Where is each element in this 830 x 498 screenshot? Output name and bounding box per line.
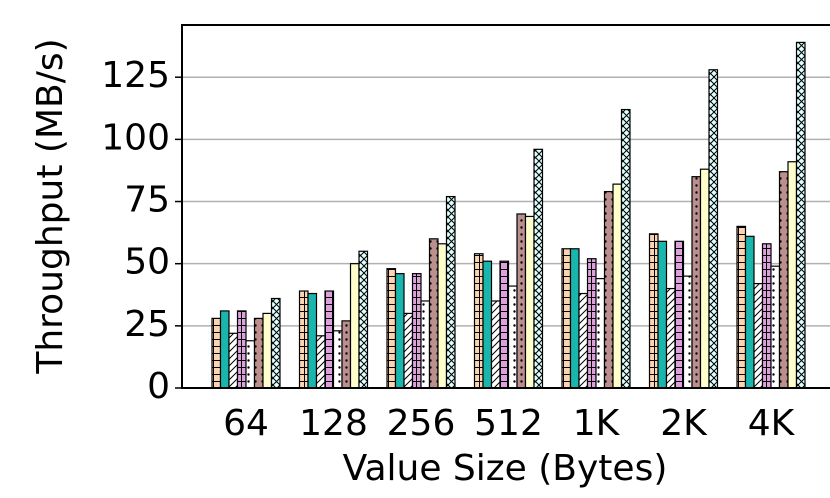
bar xyxy=(219,310,230,389)
bar xyxy=(691,176,702,389)
y-tick-label: 125 xyxy=(101,55,170,96)
y-tick-label: 50 xyxy=(124,242,170,283)
bar xyxy=(648,233,659,389)
bar xyxy=(270,297,281,389)
bar xyxy=(708,69,719,389)
bar xyxy=(578,292,589,389)
bar xyxy=(473,253,484,389)
bar xyxy=(770,265,781,389)
y-tick-label: 0 xyxy=(147,366,170,407)
bar xyxy=(674,240,685,389)
bar xyxy=(211,317,222,389)
bar xyxy=(516,213,527,389)
bar xyxy=(394,273,405,389)
bar xyxy=(262,312,273,389)
bar xyxy=(586,258,597,389)
bar xyxy=(349,263,360,389)
bar xyxy=(595,278,606,389)
bar xyxy=(420,300,431,389)
bar xyxy=(612,183,623,389)
bar xyxy=(787,161,798,389)
bar xyxy=(228,332,239,389)
x-tick-label: 256 xyxy=(387,403,456,444)
x-tick-label: 2K xyxy=(660,403,708,444)
bar xyxy=(682,275,693,389)
bar xyxy=(490,300,501,389)
bar xyxy=(236,310,247,389)
y-tick-label: 100 xyxy=(101,117,170,158)
bar xyxy=(533,148,544,389)
bar xyxy=(569,248,580,389)
bar xyxy=(482,260,493,389)
x-tick-label: 512 xyxy=(474,403,543,444)
bar xyxy=(603,190,614,389)
bar xyxy=(507,285,518,389)
y-tick-label: 25 xyxy=(124,304,170,345)
y-tick-label: 75 xyxy=(124,180,170,221)
bar xyxy=(358,250,369,389)
x-tick-label: 4K xyxy=(748,403,796,444)
bar xyxy=(307,292,318,389)
bar xyxy=(524,215,535,389)
bar xyxy=(665,287,676,389)
bar xyxy=(499,260,510,389)
bar xyxy=(245,340,256,389)
bar xyxy=(561,248,572,389)
x-tick-label: 64 xyxy=(223,403,269,444)
bar xyxy=(778,171,789,389)
bar xyxy=(744,235,755,389)
bar xyxy=(437,243,448,389)
bar xyxy=(445,195,456,389)
bar xyxy=(657,240,668,389)
bar xyxy=(753,282,764,389)
bar xyxy=(298,290,309,389)
bar xyxy=(315,335,326,389)
bar xyxy=(324,290,335,389)
y-axis-label: Throughput (MB/s) xyxy=(30,38,71,374)
bar xyxy=(736,225,747,389)
bar xyxy=(699,168,710,389)
bar xyxy=(332,330,343,389)
x-tick-label: 1K xyxy=(573,403,621,444)
bar xyxy=(428,238,439,389)
axes-frame xyxy=(181,24,830,389)
x-tick-label: 128 xyxy=(299,403,368,444)
bar xyxy=(620,108,631,389)
x-axis-label: Value Size (Bytes) xyxy=(343,448,668,489)
bar xyxy=(761,243,772,389)
bar xyxy=(411,273,422,389)
bar xyxy=(341,320,352,389)
bar xyxy=(253,317,264,389)
bar xyxy=(403,312,414,389)
bar xyxy=(386,268,397,389)
bar xyxy=(795,41,806,389)
